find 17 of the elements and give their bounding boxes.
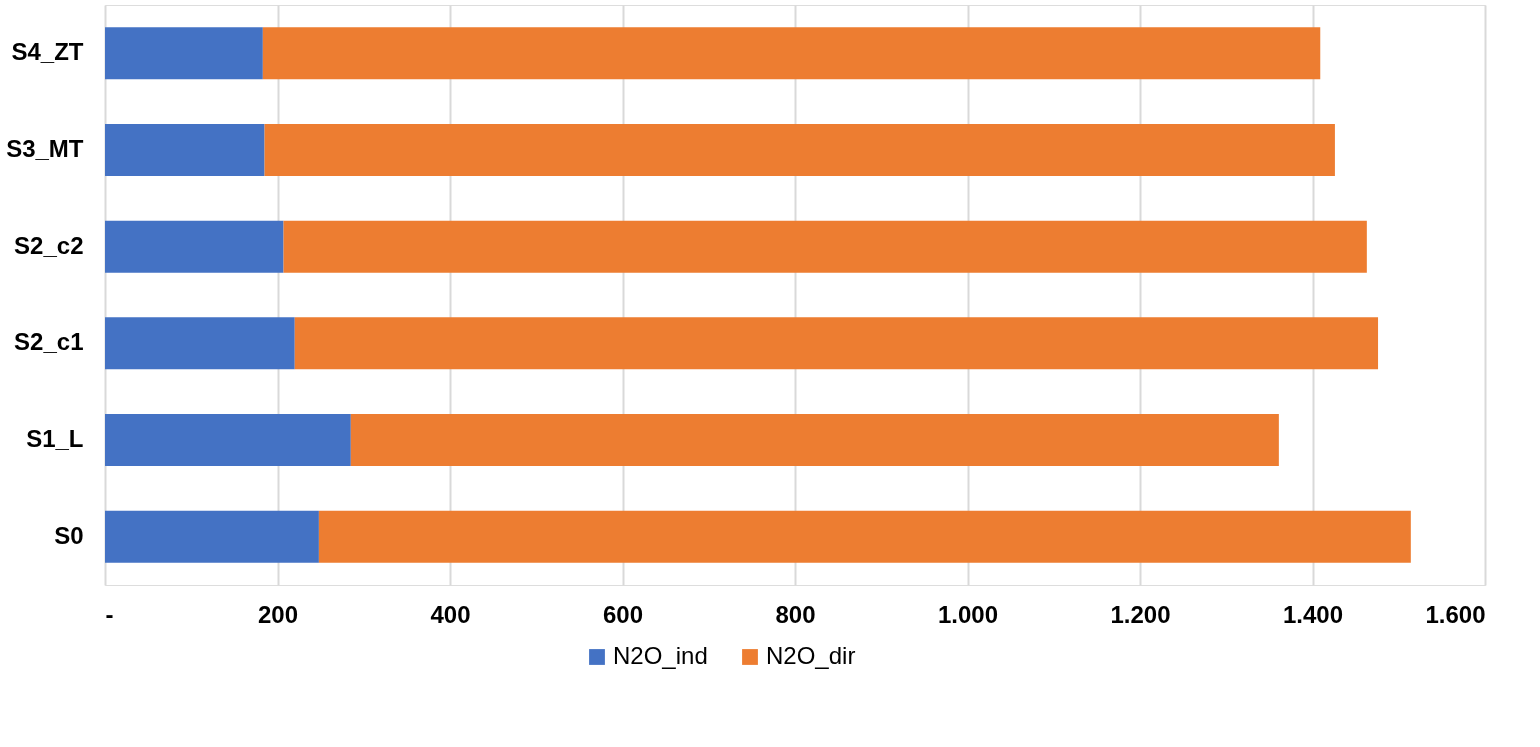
x-tick-label: 1.000 <box>937 600 999 628</box>
legend-label: N2O_dir <box>766 642 856 669</box>
x-tick-label: 1.200 <box>1110 600 1171 628</box>
y-tick-label: S0 <box>54 521 84 549</box>
x-tick-label: 600 <box>602 600 644 628</box>
y-tick-label: S1_L <box>26 425 84 452</box>
x-tick-label: - <box>105 600 114 628</box>
x-tick-label: 800 <box>775 600 816 628</box>
x-tick-label: 1.400 <box>1282 600 1344 628</box>
x-tick-label: 200 <box>257 600 299 628</box>
legend-label: N2O_ind <box>613 642 708 669</box>
y-tick-label: S2_c1 <box>14 328 84 356</box>
y-tick-label: S4_ZT <box>11 38 84 66</box>
y-tick-label: S3_MT <box>6 135 84 162</box>
x-tick-label: 1.600 <box>1425 600 1486 628</box>
x-tick-label: 400 <box>430 600 471 628</box>
y-tick-label: S2_c2 <box>14 231 84 259</box>
